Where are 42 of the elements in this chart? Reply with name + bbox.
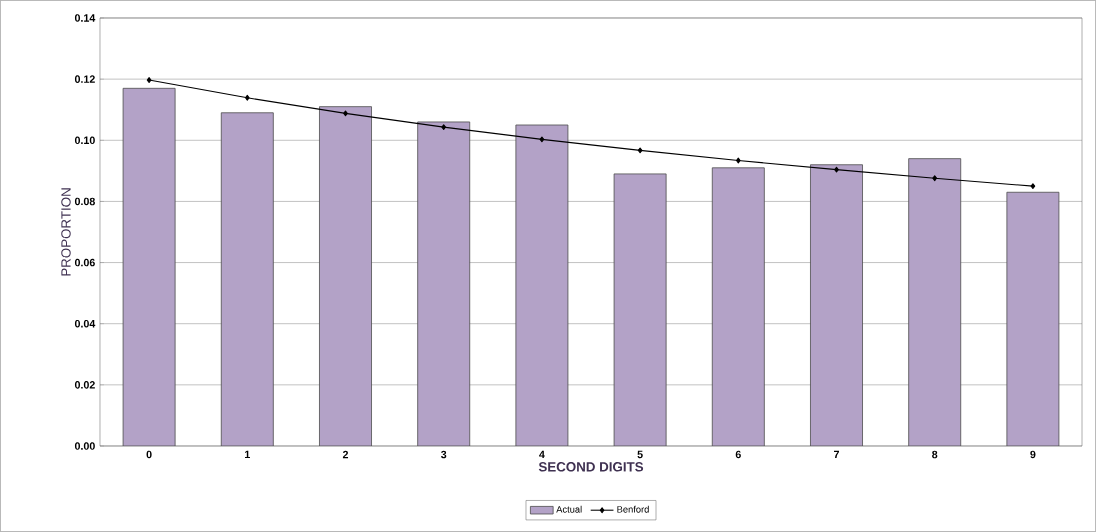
x-tick-label: 5 (637, 450, 643, 459)
point (146, 77, 152, 83)
x-tick-label: 9 (1030, 450, 1036, 459)
x-tick-label: 0 (146, 450, 152, 459)
bar (711, 167, 765, 446)
x-tick-label: 4 (539, 450, 545, 459)
point (932, 175, 938, 182)
bar (613, 173, 667, 446)
x-tick-label: 7 (834, 450, 839, 459)
bar (810, 164, 863, 446)
x-tick-label: 3 (440, 450, 447, 459)
point (539, 136, 545, 143)
y-tick-label: 0.06 (74, 258, 95, 267)
point (441, 124, 447, 131)
point (1030, 183, 1036, 190)
y-tick-label: 0.02 (74, 381, 95, 389)
bar (319, 106, 372, 446)
point (735, 157, 741, 164)
y-tick-label: 0.00 (74, 442, 95, 450)
point (834, 166, 839, 173)
bar (417, 121, 471, 446)
point (637, 147, 643, 154)
x-tick-label: 8 (932, 450, 938, 459)
y-axis-title: PROPORTION (61, 188, 71, 276)
x-axis-title: SECOND DIGITS (538, 462, 644, 472)
point (244, 94, 250, 101)
legend-label: Benford (617, 505, 649, 513)
bar (1006, 191, 1060, 446)
y-tick-label: 0.10 (74, 136, 95, 145)
legend-label: Actual (556, 505, 582, 513)
y-tick-label: 0.12 (74, 75, 95, 83)
x-tick-label: 2 (342, 450, 349, 459)
bar (908, 158, 962, 446)
y-tick-label: 0.08 (74, 197, 95, 206)
point (343, 110, 348, 117)
bar (122, 87, 176, 446)
y-tick-label: 0.14 (74, 14, 96, 22)
x-tick-label: 1 (245, 450, 250, 459)
bar (515, 124, 569, 446)
bar (220, 112, 274, 446)
y-tick-label: 0.04 (74, 319, 96, 328)
x-tick-label: 6 (735, 450, 741, 459)
